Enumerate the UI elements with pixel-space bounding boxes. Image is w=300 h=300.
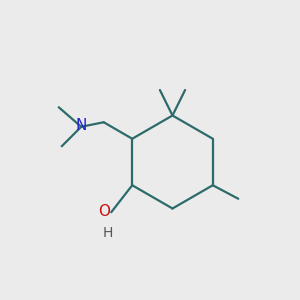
Text: O: O [98, 204, 110, 219]
Text: N: N [76, 118, 87, 133]
Text: H: H [103, 226, 113, 240]
